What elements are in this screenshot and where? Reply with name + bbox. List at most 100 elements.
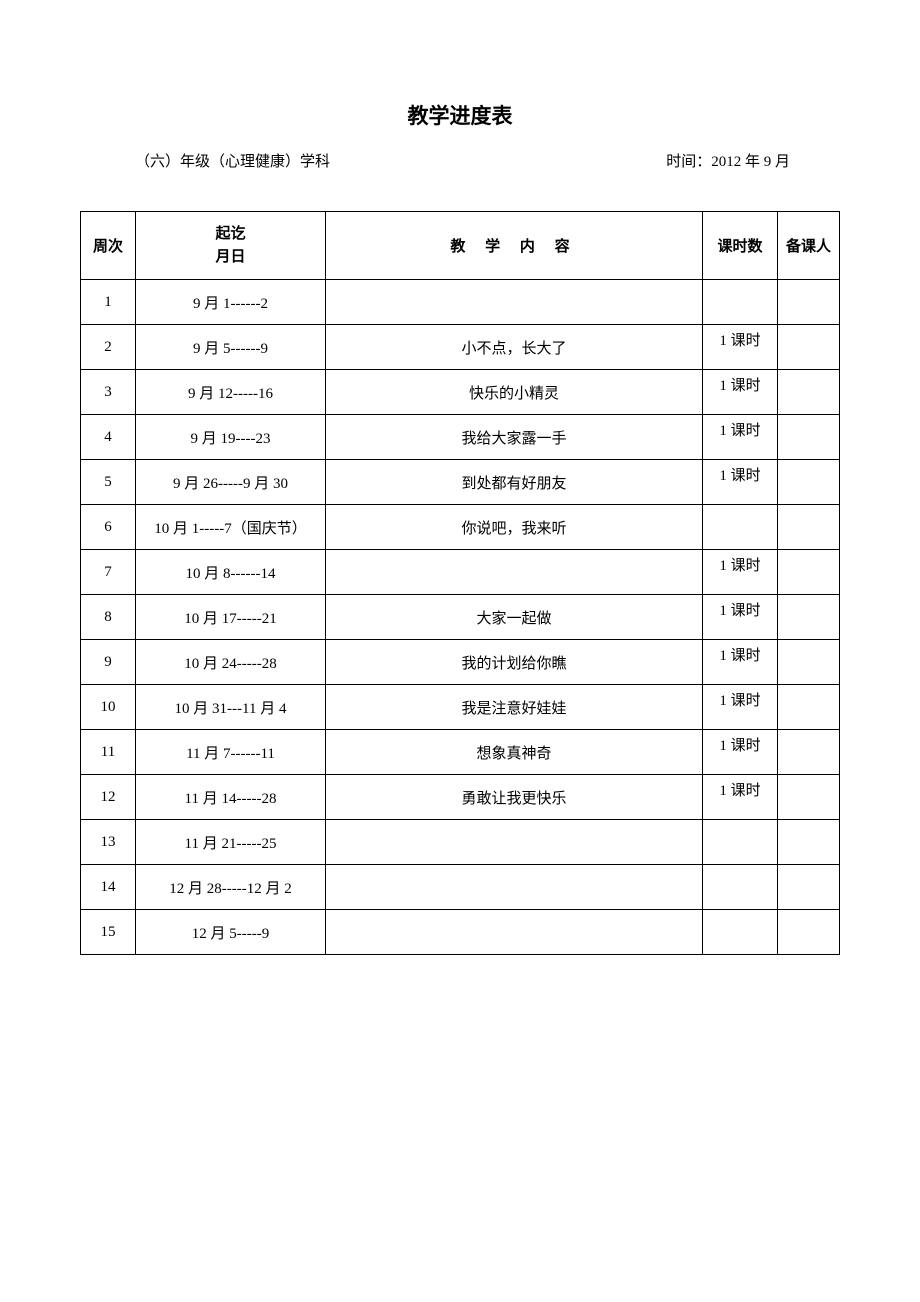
cell-person (778, 415, 840, 460)
cell-week: 4 (81, 415, 136, 460)
cell-week: 14 (81, 865, 136, 910)
cell-hours: 1 课时 (703, 370, 778, 415)
cell-person (778, 550, 840, 595)
cell-date: 11 月 14-----28 (136, 775, 326, 820)
cell-date: 9 月 5------9 (136, 325, 326, 370)
cell-person (778, 640, 840, 685)
table-row: 29 月 5------9小不点，长大了1 课时 (81, 325, 840, 370)
table-row: 1512 月 5-----9 (81, 910, 840, 955)
cell-content: 你说吧，我来听 (326, 505, 703, 550)
cell-content (326, 280, 703, 325)
cell-person (778, 595, 840, 640)
cell-date: 12 月 5-----9 (136, 910, 326, 955)
cell-person (778, 910, 840, 955)
cell-person (778, 775, 840, 820)
table-row: 610 月 1-----7（国庆节）你说吧，我来听 (81, 505, 840, 550)
cell-date: 9 月 12-----16 (136, 370, 326, 415)
cell-week: 12 (81, 775, 136, 820)
cell-content: 我给大家露一手 (326, 415, 703, 460)
cell-person (778, 865, 840, 910)
table-header-row: 周次 起讫 月日 教 学 内 容 课时数 备课人 (81, 212, 840, 280)
cell-week: 10 (81, 685, 136, 730)
cell-date: 10 月 17-----21 (136, 595, 326, 640)
cell-person (778, 730, 840, 775)
cell-person (778, 280, 840, 325)
table-row: 910 月 24-----28我的计划给你瞧1 课时 (81, 640, 840, 685)
cell-week: 9 (81, 640, 136, 685)
cell-hours: 1 课时 (703, 415, 778, 460)
cell-week: 5 (81, 460, 136, 505)
cell-person (778, 325, 840, 370)
cell-week: 8 (81, 595, 136, 640)
cell-person (778, 505, 840, 550)
cell-person (778, 460, 840, 505)
cell-week: 2 (81, 325, 136, 370)
cell-content: 到处都有好朋友 (326, 460, 703, 505)
subtitle-left: （六）年级（心理健康）学科 (135, 150, 330, 171)
cell-person (778, 685, 840, 730)
cell-week: 1 (81, 280, 136, 325)
subtitle-right: 时间：2012 年 9 月 (666, 150, 790, 171)
cell-hours: 1 课时 (703, 685, 778, 730)
header-week: 周次 (81, 212, 136, 280)
table-row: 19 月 1------2 (81, 280, 840, 325)
cell-date: 10 月 1-----7（国庆节） (136, 505, 326, 550)
header-date-line1: 起讫 (136, 223, 325, 246)
cell-content: 小不点，长大了 (326, 325, 703, 370)
page-title: 教学进度表 (80, 100, 840, 130)
cell-hours (703, 820, 778, 865)
subtitle-row: （六）年级（心理健康）学科 时间：2012 年 9 月 (80, 150, 840, 171)
cell-hours (703, 280, 778, 325)
table-row: 1211 月 14-----28勇敢让我更快乐1 课时 (81, 775, 840, 820)
cell-content (326, 820, 703, 865)
cell-hours (703, 505, 778, 550)
cell-date: 10 月 31---11 月 4 (136, 685, 326, 730)
cell-content: 我是注意好娃娃 (326, 685, 703, 730)
cell-person (778, 820, 840, 865)
cell-date: 11 月 21-----25 (136, 820, 326, 865)
cell-date: 11 月 7------11 (136, 730, 326, 775)
cell-week: 7 (81, 550, 136, 595)
table-row: 1412 月 28-----12 月 2 (81, 865, 840, 910)
table-row: 39 月 12-----16快乐的小精灵1 课时 (81, 370, 840, 415)
cell-week: 15 (81, 910, 136, 955)
cell-date: 12 月 28-----12 月 2 (136, 865, 326, 910)
cell-week: 11 (81, 730, 136, 775)
header-content: 教 学 内 容 (326, 212, 703, 280)
cell-content: 想象真神奇 (326, 730, 703, 775)
cell-hours: 1 课时 (703, 595, 778, 640)
cell-date: 10 月 24-----28 (136, 640, 326, 685)
cell-content: 勇敢让我更快乐 (326, 775, 703, 820)
cell-hours: 1 课时 (703, 325, 778, 370)
cell-content: 大家一起做 (326, 595, 703, 640)
cell-hours: 1 课时 (703, 640, 778, 685)
table-body: 19 月 1------229 月 5------9小不点，长大了1 课时39 … (81, 280, 840, 955)
cell-hours: 1 课时 (703, 460, 778, 505)
cell-hours: 1 课时 (703, 730, 778, 775)
cell-content (326, 910, 703, 955)
table-row: 1311 月 21-----25 (81, 820, 840, 865)
cell-content: 我的计划给你瞧 (326, 640, 703, 685)
table-row: 49 月 19----23我给大家露一手1 课时 (81, 415, 840, 460)
cell-week: 13 (81, 820, 136, 865)
header-date: 起讫 月日 (136, 212, 326, 280)
cell-hours (703, 865, 778, 910)
cell-date: 9 月 1------2 (136, 280, 326, 325)
table-row: 1010 月 31---11 月 4我是注意好娃娃1 课时 (81, 685, 840, 730)
cell-date: 10 月 8------14 (136, 550, 326, 595)
table-row: 810 月 17-----21大家一起做1 课时 (81, 595, 840, 640)
table-row: 59 月 26-----9 月 30到处都有好朋友1 课时 (81, 460, 840, 505)
cell-content (326, 550, 703, 595)
cell-person (778, 370, 840, 415)
schedule-table: 周次 起讫 月日 教 学 内 容 课时数 备课人 19 月 1------229… (80, 211, 840, 955)
table-row: 710 月 8------141 课时 (81, 550, 840, 595)
table-row: 1111 月 7------11想象真神奇1 课时 (81, 730, 840, 775)
header-date-line2: 月日 (136, 246, 325, 269)
cell-date: 9 月 19----23 (136, 415, 326, 460)
cell-hours: 1 课时 (703, 775, 778, 820)
cell-content: 快乐的小精灵 (326, 370, 703, 415)
cell-week: 6 (81, 505, 136, 550)
cell-date: 9 月 26-----9 月 30 (136, 460, 326, 505)
header-hours: 课时数 (703, 212, 778, 280)
cell-week: 3 (81, 370, 136, 415)
